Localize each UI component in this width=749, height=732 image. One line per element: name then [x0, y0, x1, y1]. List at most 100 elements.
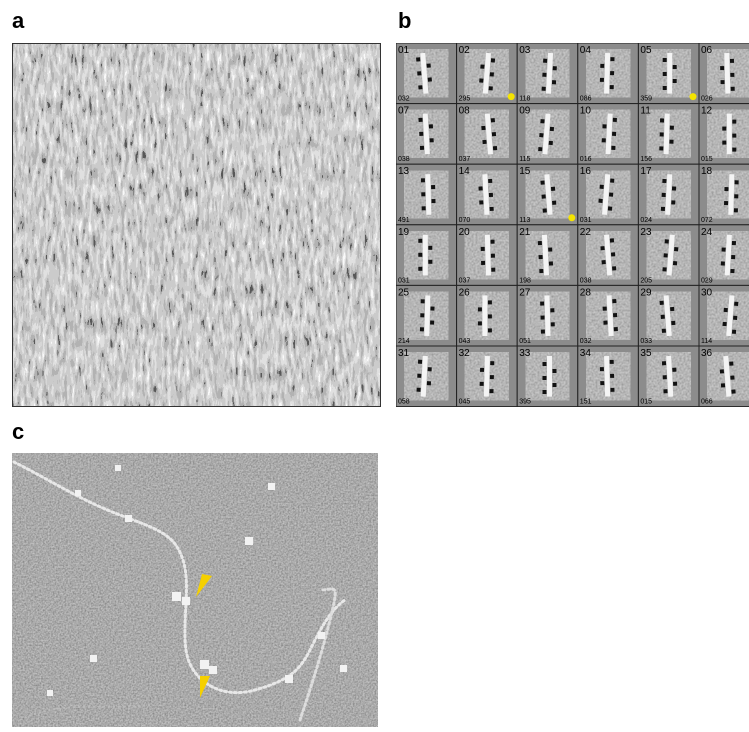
molecule-density [613, 313, 617, 317]
class-average: 30114 [699, 285, 749, 346]
class-count: 026 [701, 96, 713, 103]
class-id: 05 [640, 45, 652, 56]
molecule-density [673, 382, 677, 386]
molecule-density [600, 78, 604, 82]
class-average: 25214 [396, 285, 457, 346]
molecule-density [538, 255, 542, 259]
class-id: 19 [398, 227, 410, 238]
molecule-density [549, 141, 553, 145]
molecule-density [479, 200, 483, 204]
class-id: 08 [459, 106, 471, 117]
molecule-density [417, 374, 421, 378]
molecule-density [478, 307, 482, 311]
class-count: 118 [519, 96, 530, 103]
class-average: 22038 [578, 225, 639, 286]
molecule-density [662, 179, 666, 183]
molecule-density [491, 254, 495, 258]
class-count: 037 [459, 277, 471, 284]
molecule-density [540, 315, 544, 319]
class-id: 09 [519, 106, 531, 117]
class-count: 031 [580, 217, 592, 224]
molecule-density [421, 192, 425, 196]
molecule-density [734, 194, 738, 198]
molecule-density [490, 375, 494, 379]
molecule-core [667, 53, 672, 94]
molecule-density [428, 367, 432, 371]
class-id: 20 [459, 227, 471, 238]
molecule-density [665, 239, 669, 243]
molecule-density [730, 269, 734, 273]
molecule-density [551, 187, 555, 191]
molecule-density [660, 301, 664, 305]
class-count: 032 [398, 96, 410, 103]
molecule-density [732, 241, 736, 245]
class-average: 23205 [638, 225, 699, 286]
molecule-density [671, 321, 675, 325]
molecule-density [663, 389, 667, 393]
molecule-density [428, 77, 432, 81]
class-count: 086 [580, 96, 592, 103]
class-count: 037 [459, 156, 471, 163]
molecule-density [552, 201, 556, 205]
micrograph-a [12, 43, 381, 407]
molecule-density [730, 73, 734, 77]
class-id: 31 [398, 348, 410, 359]
molecule-core [724, 53, 730, 94]
molecule-density [543, 208, 547, 212]
molecule-density [610, 85, 614, 89]
class-grid: 0103202295031180408605359060260703808037… [396, 43, 749, 407]
class-count: 043 [459, 338, 471, 345]
molecule-density [614, 327, 618, 331]
molecule-density [670, 126, 674, 130]
molecule-density [610, 374, 614, 378]
panel-label: b [398, 8, 411, 33]
molecule-density [482, 140, 486, 144]
molecule-density [663, 58, 667, 62]
class-count: 024 [640, 217, 652, 224]
highlight-dot [568, 214, 575, 221]
molecule-density [663, 72, 667, 76]
molecule-density [429, 124, 433, 128]
class-average: 05359 [638, 43, 699, 104]
class-id: 07 [398, 106, 410, 117]
class-count: 205 [640, 277, 652, 284]
molecule-density [418, 253, 422, 257]
molecule-density [422, 206, 426, 210]
molecule-density [488, 328, 492, 332]
class-id: 15 [519, 166, 531, 177]
class-count: 295 [459, 96, 471, 103]
molecule-density [430, 138, 434, 142]
molecule-core [727, 114, 732, 155]
molecule-density [660, 118, 664, 122]
molecule-density [553, 369, 557, 373]
molecule-density [542, 87, 546, 91]
molecule-density [488, 179, 492, 183]
class-count: 032 [580, 338, 592, 345]
molecule-core [424, 295, 430, 336]
molecule-core [482, 295, 487, 336]
class-count: 114 [701, 338, 712, 345]
molecule-density [602, 138, 606, 142]
class-average: 14070 [457, 164, 518, 225]
class-count: 198 [519, 277, 531, 284]
molecule-density [543, 390, 547, 394]
molecule-density [603, 321, 607, 325]
molecule-density [609, 192, 613, 196]
molecule-density [541, 329, 545, 333]
class-count: 015 [701, 156, 713, 163]
molecule-density [663, 375, 667, 379]
molecule-density [610, 238, 614, 242]
molecule-density [613, 118, 617, 122]
class-id: 11 [640, 106, 651, 117]
class-average: 31058 [396, 346, 457, 407]
molecule-density [612, 299, 616, 303]
molecule-density [553, 66, 557, 70]
molecule-density [421, 178, 425, 182]
class-count: 051 [519, 338, 531, 345]
molecule-density [601, 260, 605, 264]
molecule-core [604, 356, 610, 397]
